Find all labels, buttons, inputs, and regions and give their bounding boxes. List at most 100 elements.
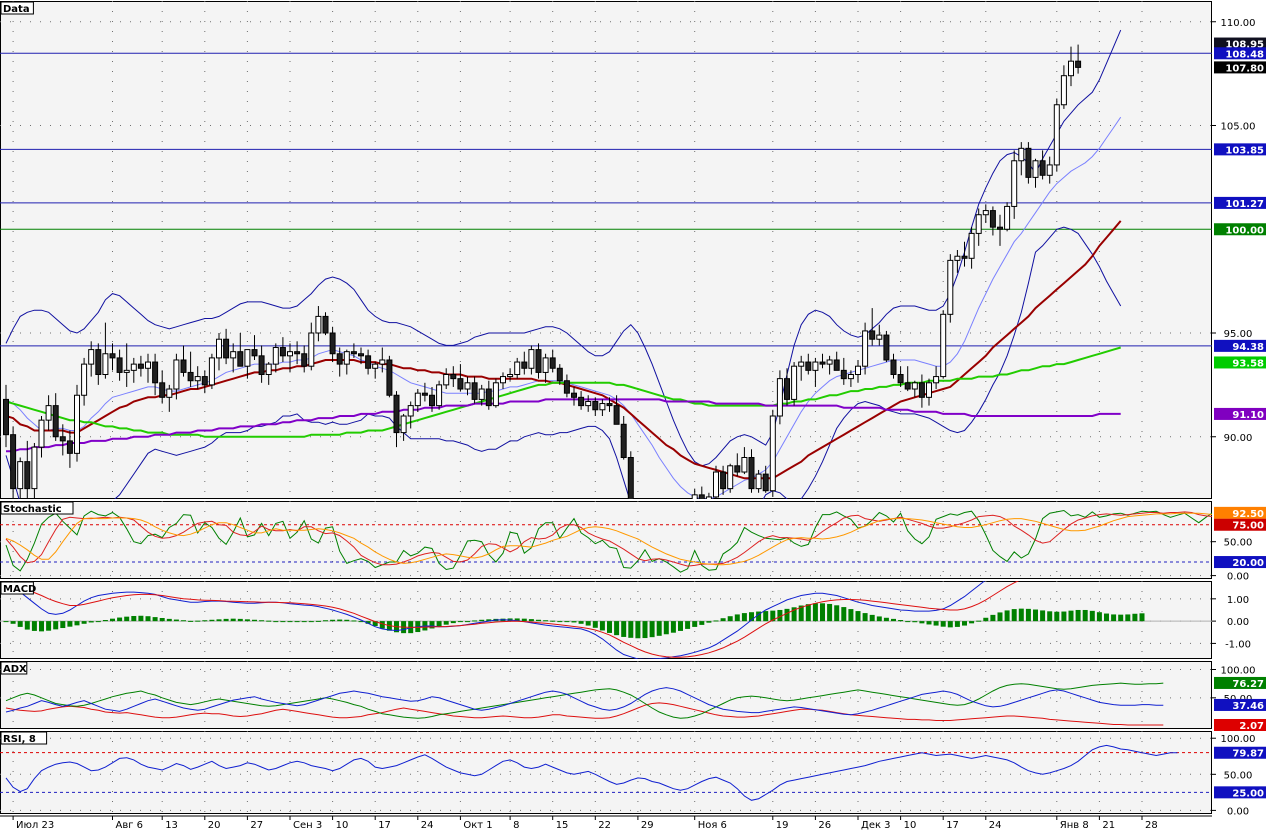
candle-body [230,351,237,359]
last-value-box [1214,676,1266,689]
last-value-text: 93.58 [1232,358,1264,369]
last-value-text: 37.46 [1232,701,1264,712]
last-value-label: 107.80 [1214,61,1266,74]
macd-histogram-bar [358,621,364,623]
candle-body [571,392,577,398]
candle [322,312,329,336]
macd-histogram-bar [188,620,194,622]
candle-body [982,210,989,216]
macd-histogram-bar [429,621,435,629]
candle-body [769,415,776,492]
candle [492,378,499,408]
rsi-panel: 100.00 50.00 0.00 79.87 25.00 RSI, 8 [0,731,1266,817]
candle-body [599,403,606,411]
macd-histogram-bar [820,603,825,622]
panel-title: MACD [3,584,36,595]
macd-histogram-bar [834,605,840,622]
macd-histogram-bar [315,620,321,622]
macd-histogram-bar [713,620,719,622]
candle-body [713,471,719,498]
macd-plot-area[interactable] [0,581,1212,659]
candle [66,430,73,468]
macd-histogram-bar [1061,611,1067,622]
y-tick-label: 1.00 [1227,595,1249,606]
candle-body [507,374,514,378]
candle [1046,156,1053,184]
macd-histogram-bar [564,621,570,623]
candle [940,310,947,379]
panel-title: RSI, 8 [3,734,36,745]
candle [443,368,450,390]
macd-histogram-bar [202,620,208,622]
last-value-box [1214,786,1266,799]
last-value-text: 100.00 [1225,225,1264,236]
last-value-label: 94.38 [1214,339,1266,353]
macd-histogram-bar [791,607,797,622]
candle [798,355,805,381]
candle [393,391,400,448]
candle-body [180,359,187,373]
candle-body [855,365,861,376]
macd-histogram-bar [166,618,172,622]
candle [585,395,592,412]
candle-body [201,376,208,386]
candle [954,250,961,273]
last-value-text: 103.85 [1225,145,1264,156]
last-value-label: 92.50 [1214,506,1266,520]
candle-body [343,351,350,365]
macd-histogram-bar [209,619,215,622]
date-tick-label: 24 [989,820,1002,831]
candle-body [436,384,443,407]
candle [521,351,528,375]
panel-title-box [0,731,48,745]
macd-histogram-bar [550,620,556,622]
last-value-box [1214,356,1266,369]
candle-body [819,361,826,365]
date-axis: Июл 23 Авг 6 13 20 27 Сен 3 10 17 24 Окт 1 8 15 22 29… [0,815,1212,831]
signal-line [5,581,1020,658]
macd-histogram-bar [692,621,698,627]
macd-histogram-bar [323,620,328,622]
last-value-box [1214,698,1266,711]
y-tick-label: -1.00 [1225,639,1251,650]
date-tick-label: 17 [378,820,391,831]
macd-histogram-bar [379,621,385,629]
macd-histogram-bar [969,621,975,624]
candle [883,330,890,363]
last-value-label: 2.07 [1214,718,1266,732]
last-value-box [1214,407,1266,420]
candle-body [485,388,492,407]
macd-histogram-bar [173,619,179,622]
last-value-label: 93.58 [1214,356,1266,369]
candle-body [400,415,407,434]
candle [400,413,407,441]
date-tick-label: 13 [165,820,178,831]
macd-histogram-bar [656,621,662,636]
candle [961,241,968,267]
last-value-label: 91.10 [1214,407,1266,421]
rsi-plot-area[interactable] [0,731,1212,814]
y-tick-label: 95.00 [1224,329,1253,340]
candle [244,349,251,379]
last-value-box [1214,196,1266,209]
candle [982,204,989,224]
macd-histogram-bar [1004,610,1010,622]
candle-body [130,363,137,371]
-di-line [5,687,1164,716]
candle [507,368,514,381]
macd-histogram-bar [244,619,250,622]
adx-plot-area[interactable] [0,661,1212,729]
candle [571,386,577,406]
last-value-label: 108.95 [1214,37,1266,51]
macd-histogram-bar [997,612,1003,622]
candle-body [137,363,144,369]
candle-body [492,382,499,407]
candle-body [578,396,585,407]
panel-title: Stochastic [3,504,62,515]
candle [478,384,485,406]
macd-histogram-bar [117,617,123,622]
candle-body [869,330,876,340]
price-plot-area[interactable] [0,1,1212,499]
macd-histogram-bar [457,621,463,623]
